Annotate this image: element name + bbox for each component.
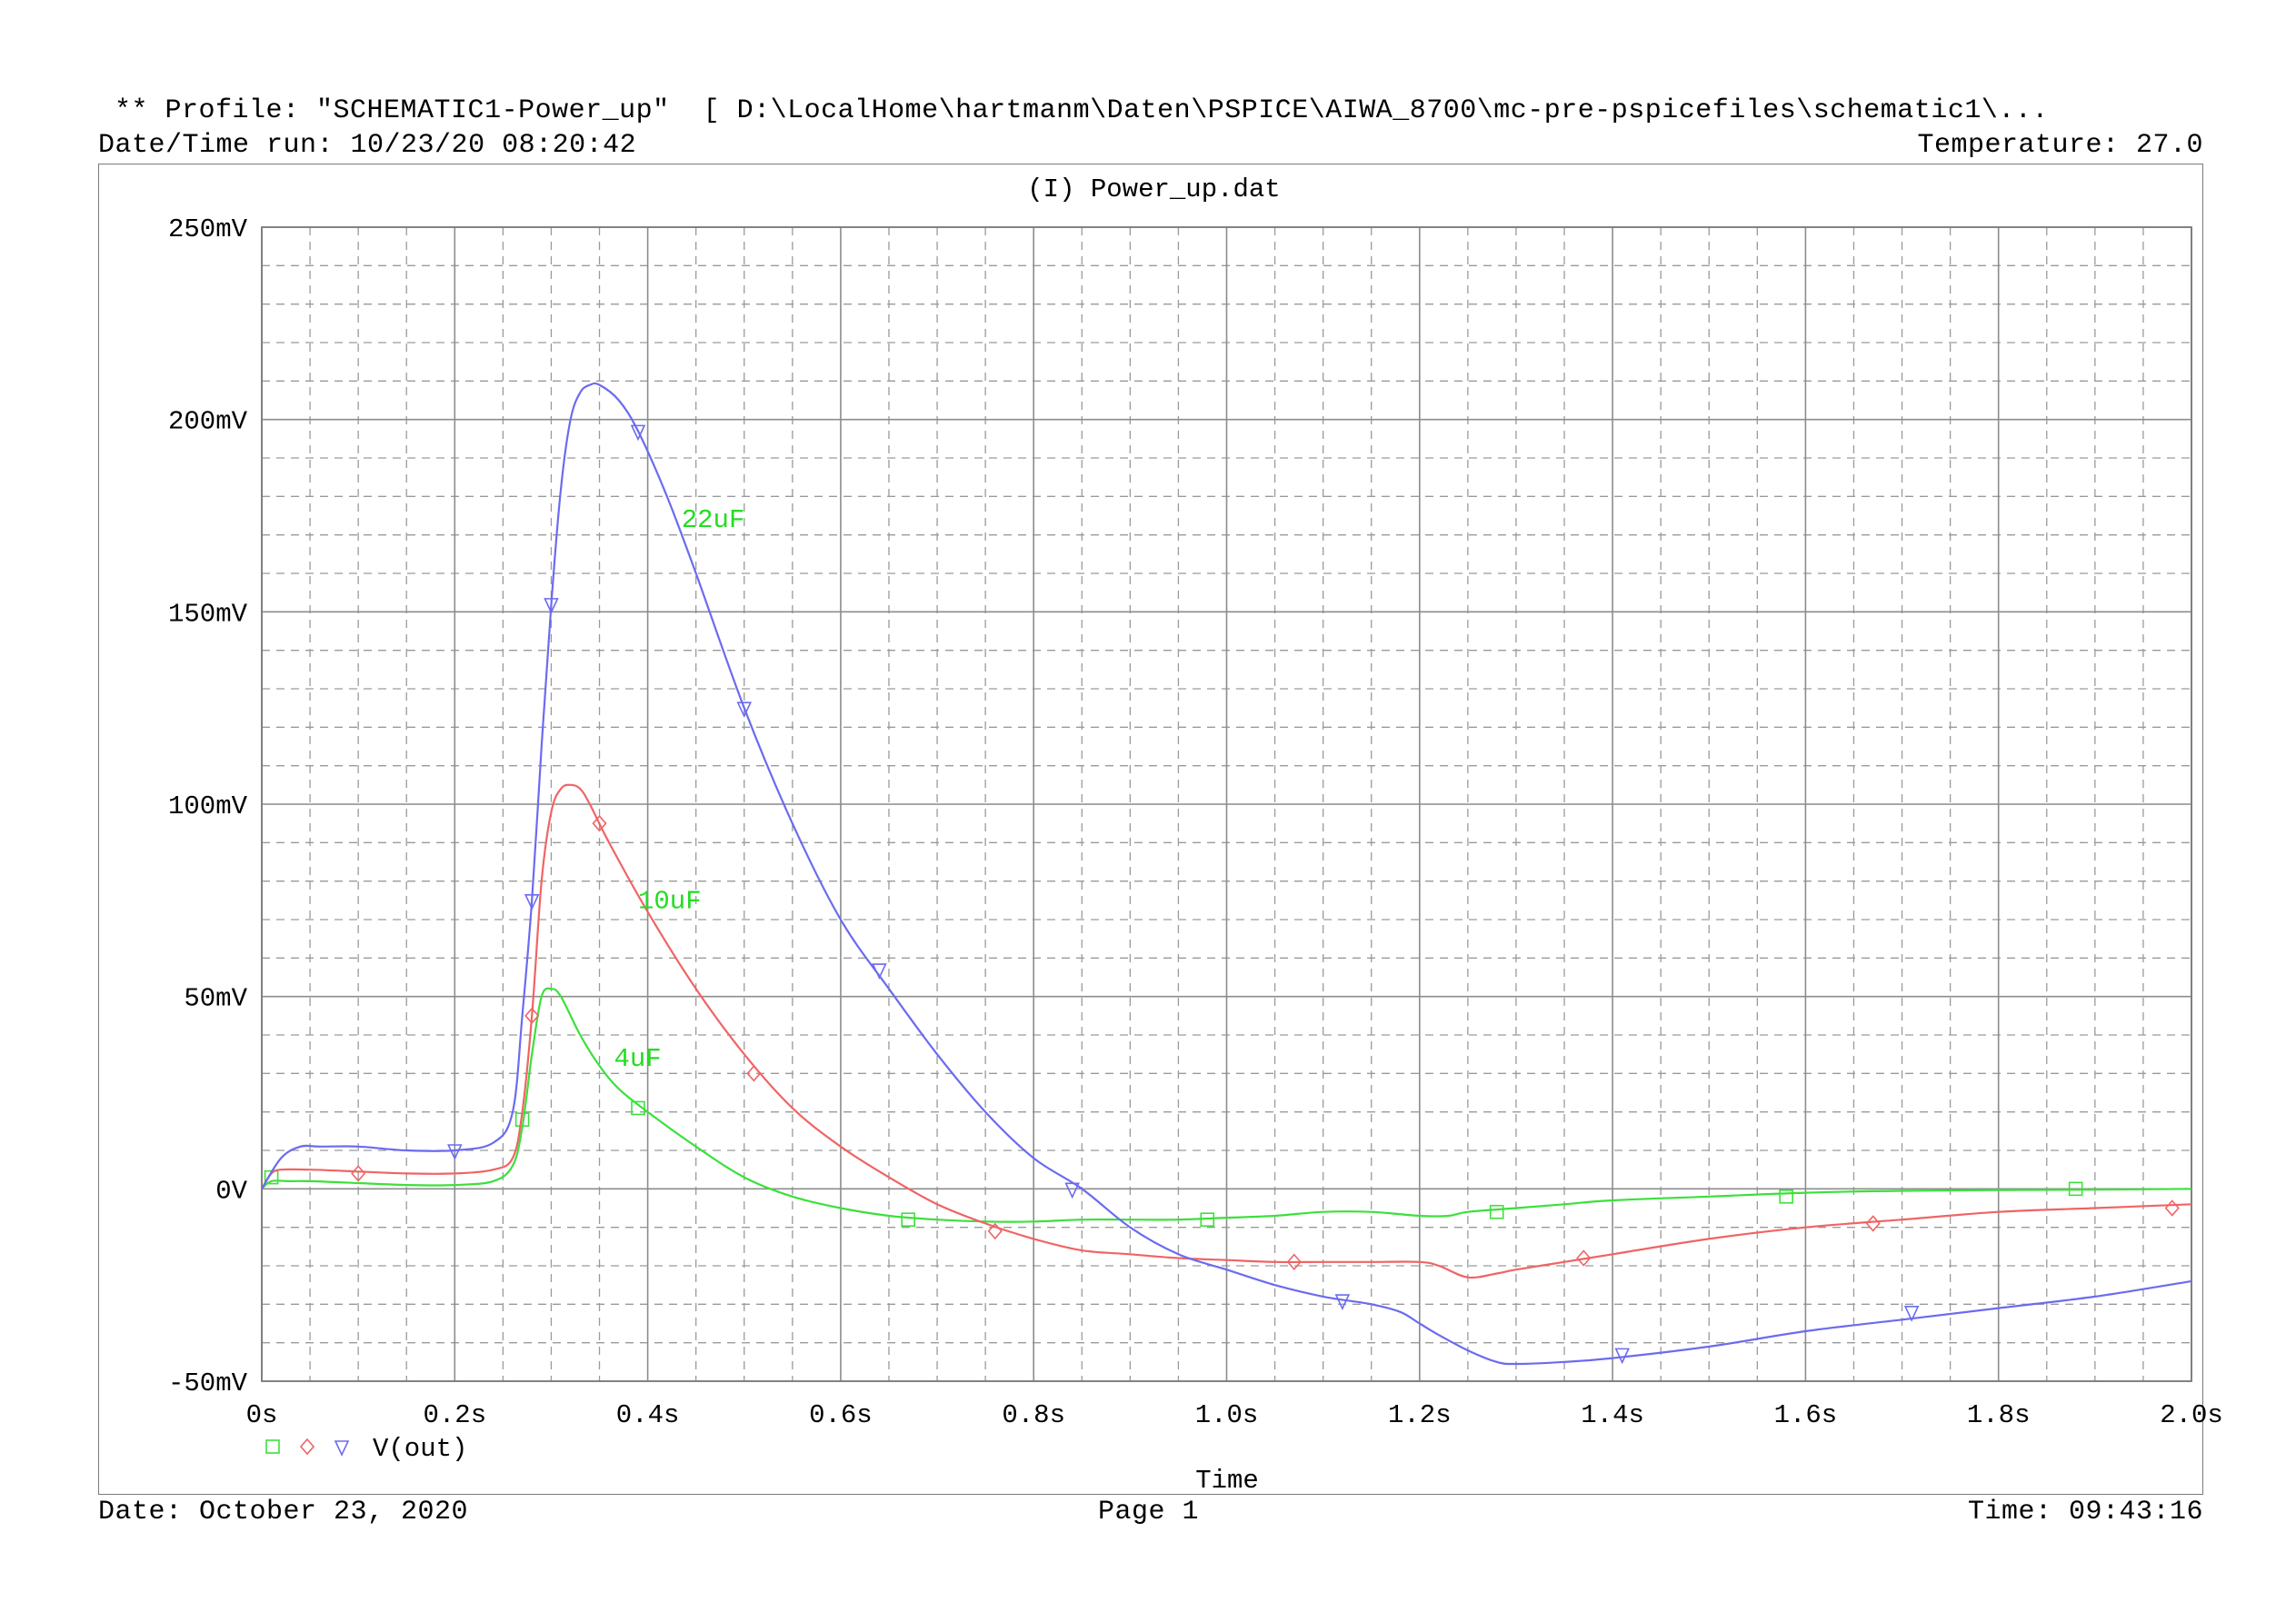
y-tick-label: 150mV bbox=[168, 599, 248, 629]
legend-label: V(out) bbox=[373, 1434, 467, 1464]
datetime-run: Date/Time run: 10/23/20 08:20:42 bbox=[98, 130, 637, 161]
series-marker-diamond bbox=[1576, 1249, 1592, 1267]
chart-title: (I) Power_up.dat bbox=[1027, 174, 1280, 204]
x-axis-label: Time bbox=[1195, 1466, 1259, 1496]
series-marker-triangle-down bbox=[447, 1144, 463, 1160]
plot-frame bbox=[98, 164, 2203, 1495]
y-tick-label: 100mV bbox=[168, 791, 248, 821]
y-tick-label: 0V bbox=[215, 1176, 247, 1206]
series-marker-triangle-down bbox=[524, 894, 540, 911]
series-marker-diamond bbox=[1286, 1253, 1302, 1270]
legend-marker-diamond bbox=[299, 1438, 315, 1456]
series-line-triangle-down bbox=[261, 382, 2192, 1366]
temperature: Temperature: 27.0 bbox=[1917, 130, 2203, 161]
curve-annotation: 10uF bbox=[638, 886, 702, 916]
x-tick-label: 0.8s bbox=[1002, 1400, 1065, 1430]
curve-annotation: 4uF bbox=[614, 1044, 661, 1074]
x-tick-label: 0.2s bbox=[423, 1400, 486, 1430]
x-tick-label: 0.4s bbox=[616, 1400, 680, 1430]
series-marker-triangle-down bbox=[736, 702, 753, 719]
series-marker-diamond bbox=[2164, 1199, 2180, 1217]
y-tick-label: 200mV bbox=[168, 407, 248, 437]
series-marker-triangle-down bbox=[630, 424, 646, 442]
footer-page: Page 1 bbox=[1098, 1497, 1200, 1527]
x-tick-label: 1.0s bbox=[1195, 1400, 1259, 1430]
y-tick-label: 50mV bbox=[184, 984, 247, 1014]
legend-marker-square bbox=[265, 1439, 280, 1454]
series-marker-diamond bbox=[1865, 1215, 1881, 1232]
series-marker-triangle-down bbox=[1903, 1306, 1920, 1322]
profile-line: ** Profile: "SCHEMATIC1-Power_up" [ D:\L… bbox=[115, 95, 2049, 126]
series-marker-triangle-down bbox=[1064, 1182, 1080, 1199]
series-marker-square bbox=[2068, 1181, 2083, 1197]
plot-area-border bbox=[261, 226, 2192, 1382]
x-tick-label: 1.2s bbox=[1388, 1400, 1452, 1430]
series-marker-diamond bbox=[746, 1065, 762, 1082]
x-tick-label: 1.6s bbox=[1774, 1400, 1838, 1430]
series-marker-triangle-down bbox=[544, 598, 559, 614]
series-marker-diamond bbox=[351, 1165, 366, 1182]
x-tick-label: 1.8s bbox=[1967, 1400, 2031, 1430]
series-marker-triangle-down bbox=[872, 963, 887, 980]
series-marker-triangle-down bbox=[1614, 1348, 1630, 1365]
series-line-square bbox=[261, 987, 2192, 1223]
series-marker-square bbox=[1489, 1204, 1504, 1219]
series-marker-diamond bbox=[592, 814, 607, 832]
x-tick-label: 0s bbox=[246, 1400, 278, 1430]
x-tick-label: 2.0s bbox=[2160, 1400, 2223, 1430]
footer-time: Time: 09:43:16 bbox=[1967, 1497, 2203, 1527]
series-line-diamond bbox=[261, 783, 2192, 1279]
series-marker-square bbox=[631, 1100, 645, 1116]
legend-marker-triangle-down bbox=[334, 1440, 350, 1457]
series-marker-triangle-down bbox=[1334, 1294, 1351, 1310]
series-marker-square bbox=[1200, 1212, 1215, 1227]
series-marker-diamond bbox=[524, 1007, 540, 1025]
series-marker-square bbox=[901, 1212, 916, 1227]
x-tick-label: 1.4s bbox=[1581, 1400, 1644, 1430]
x-tick-label: 0.6s bbox=[809, 1400, 873, 1430]
series-marker-square bbox=[1779, 1189, 1793, 1204]
footer-date: Date: October 23, 2020 bbox=[98, 1497, 469, 1527]
y-tick-label: 250mV bbox=[168, 214, 248, 244]
curve-annotation: 22uF bbox=[682, 505, 745, 535]
y-tick-label: -50mV bbox=[168, 1368, 248, 1398]
series-marker-diamond bbox=[987, 1222, 1003, 1240]
